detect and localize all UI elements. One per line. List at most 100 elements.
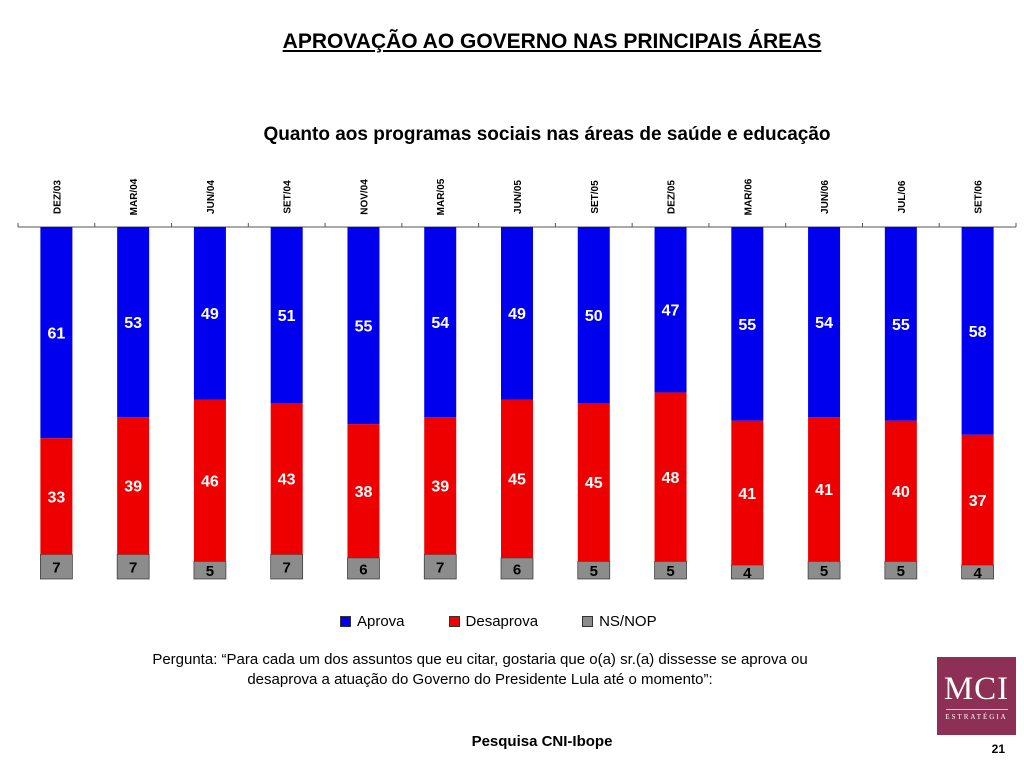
value-label-desaprova: 48	[662, 470, 680, 487]
category-label: MAR/05	[436, 178, 447, 215]
value-label-desaprova: 38	[355, 484, 373, 501]
stacked-bar-chart: DEZ/0373361MAR/0473953JUN/0454649SET/047…	[17, 178, 1017, 582]
bar-segment-aprova	[40, 227, 73, 439]
bar-segment-desaprova	[577, 403, 610, 562]
value-label-aprova: 54	[815, 315, 833, 332]
category-label: MAR/06	[743, 178, 754, 215]
bar-segment-aprova	[654, 227, 687, 393]
value-label-desaprova: 39	[431, 479, 449, 496]
bar-segment-desaprova	[501, 399, 533, 558]
bar-segment-aprova	[884, 227, 917, 421]
value-label-aprova: 55	[738, 317, 756, 334]
bar-segment-aprova	[193, 227, 226, 400]
value-label-nsnop: 7	[436, 560, 444, 577]
mci-logo: MCI ESTRATÉGIA	[937, 657, 1016, 735]
value-label-aprova: 58	[969, 324, 987, 341]
bar-segment-desaprova	[40, 438, 73, 555]
value-label-aprova: 53	[124, 315, 142, 332]
value-label-nsnop: 5	[590, 563, 598, 580]
category-label: JUN/04	[206, 180, 217, 214]
bar-segment-desaprova	[270, 403, 303, 555]
bar-segment-desaprova	[731, 420, 764, 565]
bar-segment-aprova	[117, 227, 150, 418]
legend-item-aprova: Aprova	[340, 613, 405, 630]
value-label-desaprova: 45	[585, 475, 603, 492]
value-label-aprova: 50	[585, 308, 603, 325]
value-label-aprova: 61	[47, 326, 65, 343]
logo-main-text: MCI	[943, 670, 1010, 707]
bar-segment-desaprova	[961, 434, 994, 565]
source-label: Pesquisa CNI-Ibope	[471, 733, 613, 750]
value-label-nsnop: 4	[973, 565, 982, 582]
category-label: SET/06	[974, 180, 985, 214]
bar-segment-desaprova	[884, 420, 917, 562]
category-label: DEZ/05	[667, 180, 678, 214]
value-label-desaprova: 37	[969, 493, 987, 510]
bar-segment-nsnop	[116, 554, 150, 580]
bar-segment-desaprova	[808, 417, 841, 562]
category-label: MAR/04	[129, 178, 140, 215]
value-label-desaprova: 40	[892, 484, 910, 501]
category-label: SET/05	[590, 180, 601, 214]
value-label-nsnop: 4	[743, 565, 752, 582]
value-label-nsnop: 5	[206, 563, 214, 580]
bar-segment-desaprova	[347, 424, 380, 558]
value-label-desaprova: 45	[508, 472, 526, 489]
page-number: 21	[991, 742, 1005, 756]
value-label-nsnop: 6	[513, 561, 521, 578]
legend-swatch-desaprova	[448, 616, 460, 627]
category-label: JUL/06	[897, 180, 908, 213]
value-label-desaprova: 43	[278, 472, 296, 489]
bar-segment-aprova	[577, 227, 610, 403]
value-label-desaprova: 33	[47, 489, 65, 506]
legend-swatch-nsnop	[582, 616, 594, 627]
bar-segment-nsnop	[270, 554, 304, 580]
bar-segment-aprova	[270, 227, 303, 403]
value-label-nsnop: 5	[666, 563, 674, 580]
legend-label-nsnop: NS/NOP	[599, 613, 657, 630]
legend-swatch-aprova	[340, 616, 351, 627]
legend-item-desaprova: Desaprova	[448, 613, 539, 630]
bar-segment-aprova	[961, 227, 994, 435]
value-label-nsnop: 6	[359, 561, 367, 578]
category-label: NOV/04	[359, 179, 370, 215]
bar-segment-aprova	[731, 227, 764, 421]
value-label-aprova: 51	[278, 308, 296, 325]
bar-segment-aprova	[424, 227, 457, 418]
bar-segment-desaprova	[654, 392, 687, 562]
value-label-nsnop: 7	[52, 560, 60, 577]
logo-sub-text: ESTRATÉGIA	[945, 712, 1008, 721]
bar-segment-aprova	[347, 227, 380, 425]
bar-segment-desaprova	[424, 417, 457, 555]
value-label-aprova: 49	[201, 306, 219, 323]
value-label-aprova: 55	[355, 319, 373, 336]
category-label: JUN/05	[513, 180, 524, 214]
value-label-desaprova: 41	[738, 486, 756, 503]
bar-segment-aprova	[808, 227, 841, 418]
value-label-aprova: 55	[892, 317, 910, 334]
bar-segment-desaprova	[117, 417, 150, 555]
value-label-nsnop: 5	[820, 563, 828, 580]
value-label-desaprova: 39	[124, 479, 142, 496]
legend-label-desaprova: Desaprova	[465, 613, 539, 630]
value-label-aprova: 49	[508, 306, 526, 323]
category-label: SET/04	[283, 180, 294, 214]
logo-divider	[945, 708, 1008, 710]
legend-label-aprova: Aprova	[357, 613, 405, 630]
category-label: JUN/06	[820, 180, 831, 214]
value-label-desaprova: 41	[815, 482, 833, 499]
value-label-nsnop: 5	[897, 563, 905, 580]
value-label-nsnop: 7	[129, 560, 137, 577]
legend-item-nsnop: NS/NOP	[582, 613, 657, 630]
bar-segment-nsnop	[40, 554, 73, 580]
value-label-nsnop: 7	[283, 560, 291, 577]
value-label-aprova: 47	[662, 303, 680, 320]
bar-segment-desaprova	[193, 399, 226, 562]
page-title: APROVAÇÃO AO GOVERNO NAS PRINCIPAIS ÁREA…	[282, 30, 822, 53]
chart-subtitle: Quanto aos programas sociais nas áreas d…	[263, 124, 831, 145]
value-label-aprova: 54	[431, 315, 449, 332]
category-label: DEZ/03	[52, 180, 63, 214]
bar-segment-aprova	[501, 227, 533, 400]
survey-question: Pergunta: “Para cada um dos assuntos que…	[152, 651, 808, 688]
chart-legend: Aprova Desaprova NS/NOP	[340, 613, 701, 630]
